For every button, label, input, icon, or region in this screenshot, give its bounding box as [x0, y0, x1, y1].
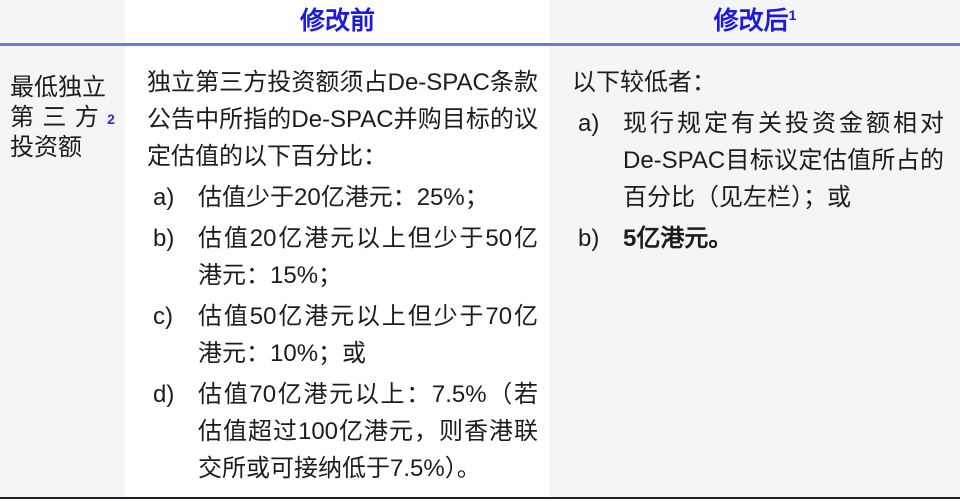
header-after-footnote: 1 [788, 6, 797, 23]
row-header-line2: 第 三 方 2 [10, 103, 115, 133]
row-header-char: 第 [10, 104, 34, 131]
list-marker: b) [578, 225, 600, 252]
after-intro: 以下较低者： [572, 69, 716, 96]
list-marker: c) [153, 303, 173, 330]
after-item-b: b) 5亿港元。 [572, 220, 944, 257]
list-text-bold: 5亿港元。 [623, 225, 733, 252]
row-header-cell: 最低独立 第 三 方 2 投资额 [0, 46, 125, 497]
header-cell-after: 修改后 1 [550, 0, 960, 43]
list-marker: a) [578, 110, 600, 137]
list-text: 估值少于20亿港元：25%； [198, 184, 489, 211]
before-item-c: c) 估值50亿港元以上但少于70亿港元：10%；或 [147, 298, 538, 372]
before-item-d: d) 估值70亿港元以上：7.5%（若估值超过100亿港元，则香港联交所或可接纳… [147, 376, 538, 487]
list-marker: d) [153, 381, 175, 408]
after-cell: 以下较低者： a) 现行规定有关投资金额相对De-SPAC目标议定估值所占的百分… [550, 46, 960, 497]
header-after-label: 修改后 [713, 7, 789, 35]
list-text: 估值70亿港元以上：7.5%（若估值超过100亿港元，则香港联交所或可接纳低于7… [198, 381, 538, 482]
header-before-label: 修改前 [299, 7, 375, 35]
list-text: 现行规定有关投资金额相对De-SPAC目标议定估值所占的百分比（见左栏）；或 [623, 110, 944, 211]
list-text: 估值50亿港元以上但少于70亿港元：10%；或 [198, 303, 538, 367]
list-text: 估值20亿港元以上但少于50亿港元：15%； [198, 225, 538, 289]
before-intro: 独立第三方投资额须占De-SPAC条款公告中所指的De-SPAC并购目标的议定估… [147, 69, 538, 170]
row-header-footnote: 2 [107, 111, 115, 127]
list-marker: b) [153, 225, 175, 252]
after-item-a: a) 现行规定有关投资金额相对De-SPAC目标议定估值所占的百分比（见左栏）；… [572, 105, 944, 216]
row-header-line3: 投资额 [10, 134, 82, 161]
header-cell-before: 修改前 [125, 0, 550, 43]
row-header-char: 三 [42, 104, 67, 131]
before-item-a: a) 估值少于20亿港元：25%； [147, 179, 538, 216]
before-item-b: b) 估值20亿港元以上但少于50亿港元：15%； [147, 220, 538, 294]
header-cell-empty [0, 0, 125, 43]
table-body-row: 最低独立 第 三 方 2 投资额 独立第三方投资额须占De-SPAC条款公告中所… [0, 46, 960, 497]
row-header-line1: 最低独立 [10, 74, 106, 101]
before-cell: 独立第三方投资额须占De-SPAC条款公告中所指的De-SPAC并购目标的议定估… [125, 46, 550, 497]
row-header-char: 方 [74, 104, 99, 131]
list-marker: a) [153, 184, 175, 211]
table-header-row: 修改前 修改后 1 [0, 0, 960, 46]
